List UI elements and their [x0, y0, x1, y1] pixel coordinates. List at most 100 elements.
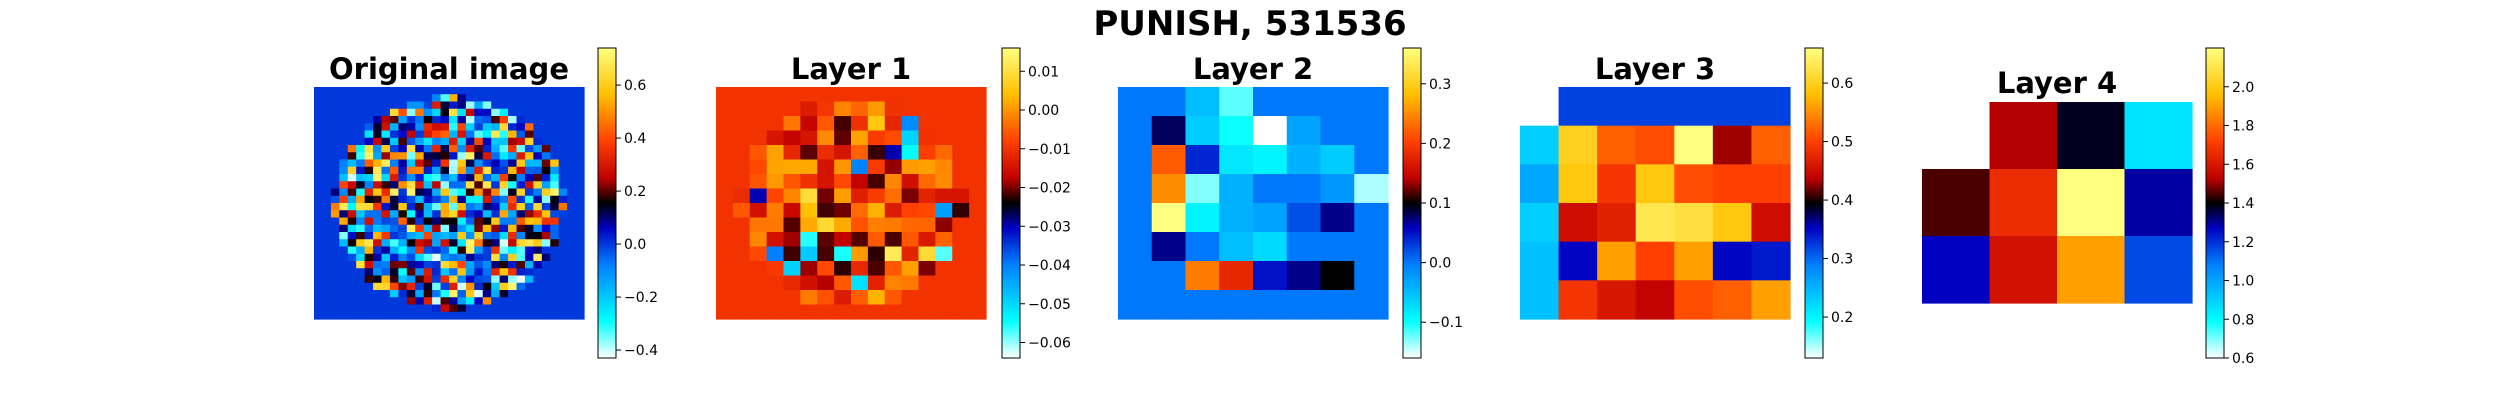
heatmap-cell	[567, 101, 577, 110]
heatmap-cell	[398, 116, 408, 124]
heatmap-cell	[516, 261, 526, 269]
heatmap-cell	[356, 282, 366, 291]
heatmap-cell	[508, 195, 518, 204]
heatmap-cell	[749, 304, 768, 320]
heatmap-cell	[432, 239, 442, 248]
heatmap-cell	[817, 246, 835, 262]
heatmap-cell	[884, 87, 903, 103]
heatmap-cell	[732, 217, 751, 233]
heatmap-cell	[457, 275, 467, 284]
heatmap-cell	[851, 130, 869, 146]
heatmap-cell	[356, 275, 366, 284]
heatmap-cell	[381, 232, 391, 240]
heatmap-cell	[423, 94, 433, 103]
heatmap-cell	[457, 152, 467, 161]
heatmap-cell	[524, 195, 534, 204]
heatmap-cell	[508, 297, 518, 306]
heatmap-cell	[449, 311, 459, 320]
heatmap-cell	[516, 290, 526, 298]
heatmap-cell	[508, 116, 518, 124]
heatmap-cell	[491, 123, 501, 132]
heatmap-cell	[440, 210, 450, 219]
heatmap-cell	[499, 275, 509, 284]
heatmap-cell	[356, 145, 366, 153]
heatmap-cell	[499, 239, 509, 248]
heatmap-cell	[482, 239, 492, 248]
heatmap-cell	[867, 174, 886, 190]
heatmap-cell	[364, 174, 374, 182]
heatmap-cell	[432, 224, 442, 233]
heatmap-cell	[465, 268, 475, 277]
heatmap-cell	[322, 304, 332, 313]
heatmap-cell	[356, 174, 366, 182]
heatmap-cell	[516, 210, 526, 219]
heatmap-cell	[381, 275, 391, 284]
heatmap-cell	[851, 232, 869, 248]
heatmap-cell	[364, 181, 374, 190]
heatmap-cell	[381, 246, 391, 255]
heatmap-cell	[541, 297, 551, 306]
panel-5: Layer 4 0.6 0.8 1.0 1.2 1.4 1.6 1.8 2.0	[1922, 47, 2254, 367]
heatmap-cell	[457, 145, 467, 153]
heatmap-cell	[381, 159, 391, 168]
heatmap-cell	[398, 217, 408, 226]
heatmap-cell	[575, 224, 585, 233]
heatmap-cell	[524, 94, 534, 103]
heatmap-cell	[499, 268, 509, 277]
heatmap-cell	[508, 261, 518, 269]
heatmap-cell	[716, 87, 734, 103]
heatmap-cell	[322, 108, 332, 117]
heatmap-cell	[575, 290, 585, 298]
heatmap-cell	[516, 137, 526, 146]
heatmap-cell	[330, 181, 340, 190]
heatmap-cell	[1118, 145, 1153, 175]
heatmap-cell	[550, 224, 560, 233]
heatmap-cell	[524, 253, 534, 262]
heatmap-cell	[491, 94, 501, 103]
heatmap-cell	[440, 123, 450, 132]
heatmap-cell	[389, 311, 399, 320]
heatmap-cell	[381, 210, 391, 219]
heatmap-cell	[952, 188, 970, 204]
heatmap-cell	[449, 210, 459, 219]
heatmap-cell	[575, 123, 585, 132]
heatmap-cell	[398, 210, 408, 219]
heatmap-cell	[432, 123, 442, 132]
heatmap-cell	[398, 123, 408, 132]
heatmap-cell	[457, 311, 467, 320]
heatmap-cell	[440, 253, 450, 262]
heatmap-cell	[389, 87, 399, 95]
heatmap-cell	[457, 203, 467, 211]
heatmap-cell	[339, 210, 349, 219]
heatmap-cell	[356, 297, 366, 306]
heatmap-cell	[918, 145, 936, 161]
heatmap-cell	[749, 217, 768, 233]
heatmap-cell	[541, 239, 551, 248]
heatmap-cell	[851, 290, 869, 306]
heatmap-cell	[558, 297, 568, 306]
heatmap-cell	[918, 159, 936, 175]
heatmap-cell	[322, 232, 332, 240]
heatmap-cell	[1989, 169, 2058, 237]
heatmap-cell	[550, 166, 560, 175]
heatmap-cell	[457, 174, 467, 182]
heatmap-cell	[389, 224, 399, 233]
heatmap-cell	[440, 239, 450, 248]
heatmap-cell	[339, 94, 349, 103]
heatmap-cell	[381, 166, 391, 175]
heatmap-cell	[465, 232, 475, 240]
heatmap-cell	[901, 116, 920, 132]
heatmap-cell	[524, 246, 534, 255]
heatmap-cell	[314, 239, 324, 248]
colorbar-tick-label: 0.1	[1429, 196, 1451, 212]
heatmap-cell	[969, 174, 987, 190]
heatmap-cell	[508, 123, 518, 132]
colorbar-tick-label: 1.6	[2232, 157, 2254, 173]
heatmap-cell	[1286, 290, 1322, 320]
heatmap-cell	[1219, 232, 1254, 262]
heatmap-cell	[322, 94, 332, 103]
heatmap-cell	[558, 108, 568, 117]
heatmap-cell	[314, 94, 324, 103]
heatmap-cell	[465, 116, 475, 124]
heatmap-cell	[533, 253, 543, 262]
